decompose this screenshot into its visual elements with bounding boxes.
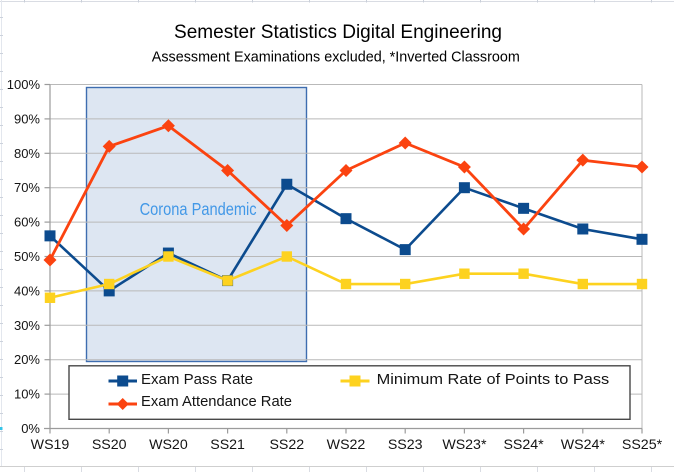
- svg-text:40%: 40%: [14, 283, 40, 298]
- svg-text:SS21: SS21: [210, 437, 245, 453]
- svg-text:Assessment Examinations exclud: Assessment Examinations excluded, *Inver…: [152, 50, 520, 66]
- svg-text:WS19: WS19: [31, 437, 70, 453]
- svg-text:20%: 20%: [14, 352, 40, 367]
- svg-text:100%: 100%: [7, 77, 41, 92]
- svg-text:50%: 50%: [14, 249, 40, 264]
- svg-text:WS22: WS22: [327, 437, 366, 453]
- svg-text:Semester Statistics Digital En: Semester Statistics Digital Engineering: [174, 22, 502, 43]
- svg-text:SS22: SS22: [269, 437, 304, 453]
- svg-text:90%: 90%: [14, 111, 40, 126]
- svg-text:10%: 10%: [14, 387, 40, 402]
- svg-text:Minimum Rate of Points to Pass: Minimum Rate of Points to Pass: [377, 371, 610, 388]
- svg-text:Corona Pandemic: Corona Pandemic: [140, 199, 257, 219]
- svg-text:Exam Attendance Rate: Exam Attendance Rate: [141, 393, 292, 410]
- svg-text:WS20: WS20: [149, 437, 188, 453]
- svg-text:30%: 30%: [14, 318, 40, 333]
- svg-text:WS23*: WS23*: [442, 437, 487, 453]
- svg-text:SS23: SS23: [388, 437, 423, 453]
- svg-text:0%: 0%: [21, 421, 40, 436]
- svg-text:Exam Pass Rate: Exam Pass Rate: [141, 371, 253, 388]
- svg-text:80%: 80%: [14, 146, 40, 161]
- svg-text:70%: 70%: [14, 180, 40, 195]
- svg-text:SS25*: SS25*: [622, 437, 663, 453]
- svg-text:60%: 60%: [14, 215, 40, 230]
- svg-text:SS20: SS20: [92, 437, 127, 453]
- svg-text:WS24*: WS24*: [561, 437, 606, 453]
- svg-text:SS24*: SS24*: [503, 437, 544, 453]
